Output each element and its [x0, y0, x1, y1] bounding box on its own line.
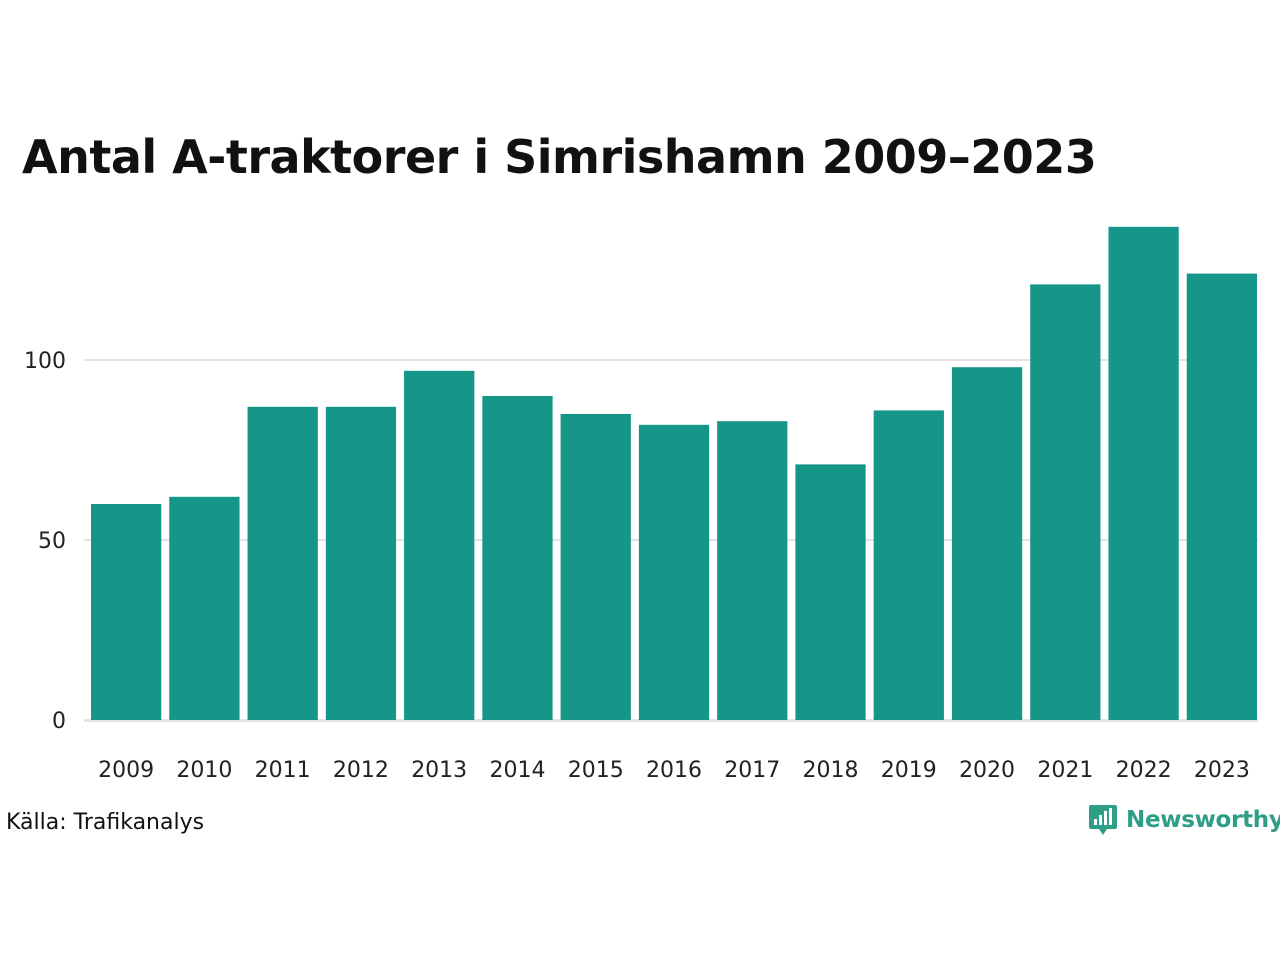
y-axis-ticks: 0 50 100 — [24, 349, 66, 734]
bar-2020[interactable] — [951, 367, 1023, 720]
bar-2019[interactable] — [873, 410, 944, 720]
brand-logo[interactable]: Newsworthy — [1088, 803, 1280, 837]
x-tick-label: 2022 — [1116, 758, 1172, 783]
bars — [91, 226, 1257, 721]
y-tick-label: 0 — [52, 709, 66, 734]
x-tick-label: 2015 — [568, 758, 624, 783]
bar-2023[interactable] — [1186, 273, 1257, 720]
x-tick-label: 2009 — [98, 758, 154, 783]
x-axis-ticks: 2009 2010 2011 2012 2013 2014 2015 2016 2017 2018… — [98, 758, 1250, 783]
x-tick-label: 2011 — [255, 758, 311, 783]
y-tick-label: 50 — [38, 529, 66, 554]
x-tick-label: 2018 — [803, 758, 859, 783]
y-tick-label: 100 — [24, 349, 66, 374]
x-tick-label: 2020 — [959, 758, 1015, 783]
bar-2017[interactable] — [717, 421, 788, 720]
x-tick-label: 2017 — [724, 758, 780, 783]
x-tick-label: 2016 — [646, 758, 702, 783]
bar-2022[interactable] — [1108, 226, 1179, 721]
x-tick-label: 2021 — [1037, 758, 1093, 783]
x-tick-label: 2012 — [333, 758, 389, 783]
bar-2021[interactable] — [1030, 284, 1101, 720]
bar-2016[interactable] — [638, 424, 710, 720]
newsworthy-logo-icon — [1089, 805, 1117, 835]
bar-2013[interactable] — [404, 370, 475, 720]
chart-title: Antal A-traktorer i Simrishamn 2009–2023 — [22, 130, 1097, 184]
x-tick-label: 2014 — [489, 758, 545, 783]
x-tick-label: 2013 — [411, 758, 467, 783]
x-tick-label: 2023 — [1194, 758, 1250, 783]
bar-2015[interactable] — [560, 414, 631, 720]
x-tick-label: 2010 — [176, 758, 232, 783]
bar-2018[interactable] — [795, 464, 866, 720]
bar-2009[interactable] — [91, 504, 162, 720]
bar-2011[interactable] — [247, 406, 318, 720]
bar-2014[interactable] — [482, 396, 553, 720]
bar-2012[interactable] — [325, 406, 397, 720]
bar-2010[interactable] — [169, 496, 240, 720]
source-label: Källa: Trafikanalys — [6, 810, 205, 835]
brand-name: Newsworthy — [1126, 807, 1280, 833]
x-tick-label: 2019 — [881, 758, 937, 783]
